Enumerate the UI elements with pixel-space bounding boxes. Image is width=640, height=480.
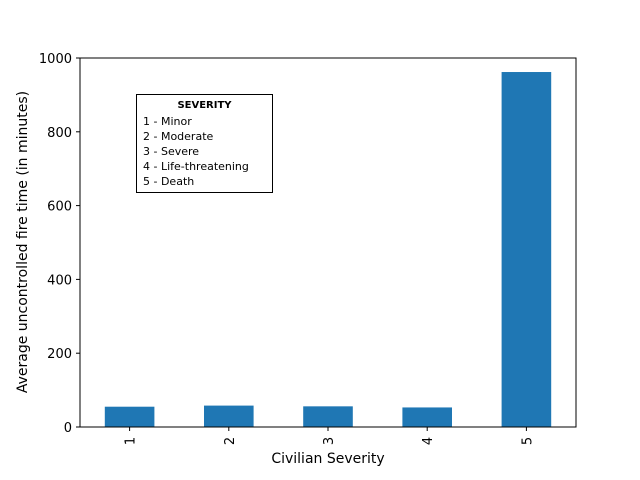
bar-5 xyxy=(501,72,552,427)
y-axis-ticks: 0 200 400 600 800 1000 xyxy=(39,52,80,436)
bar-4 xyxy=(402,407,452,427)
bar-2 xyxy=(204,405,254,427)
legend-entry: 4 - Life-threatening xyxy=(143,160,249,173)
y-tick-label: 200 xyxy=(47,347,72,362)
y-tick-label: 1000 xyxy=(39,52,72,67)
legend-entry: 3 - Severe xyxy=(143,145,200,158)
bar-3 xyxy=(303,406,353,427)
y-tick-label: 400 xyxy=(47,273,72,288)
x-axis-ticks: 1 2 3 4 5 xyxy=(124,427,535,445)
legend-title: SEVERITY xyxy=(177,100,232,111)
y-tick-label: 600 xyxy=(47,200,72,215)
x-tick-label: 5 xyxy=(520,437,535,445)
x-tick-label: 1 xyxy=(124,437,139,445)
plot-frame xyxy=(79,57,577,428)
x-tick-label: 2 xyxy=(223,437,238,445)
y-axis-title: Average uncontrolled fire time (in minut… xyxy=(15,91,31,393)
y-tick-label: 800 xyxy=(47,126,72,141)
legend-entry: 5 - Death xyxy=(143,175,195,188)
x-axis-title: Civilian Severity xyxy=(271,451,384,467)
legend-entry: 2 - Moderate xyxy=(143,130,214,143)
x-tick-label: 4 xyxy=(421,437,436,445)
severity-legend: SEVERITY 1 - Minor 2 - Moderate 3 - Seve… xyxy=(136,94,273,193)
bar-1 xyxy=(104,406,155,427)
legend-entry: 1 - Minor xyxy=(143,115,192,128)
bars-group xyxy=(104,72,552,427)
x-tick-label: 3 xyxy=(322,437,337,445)
y-tick-label: 0 xyxy=(64,421,72,436)
